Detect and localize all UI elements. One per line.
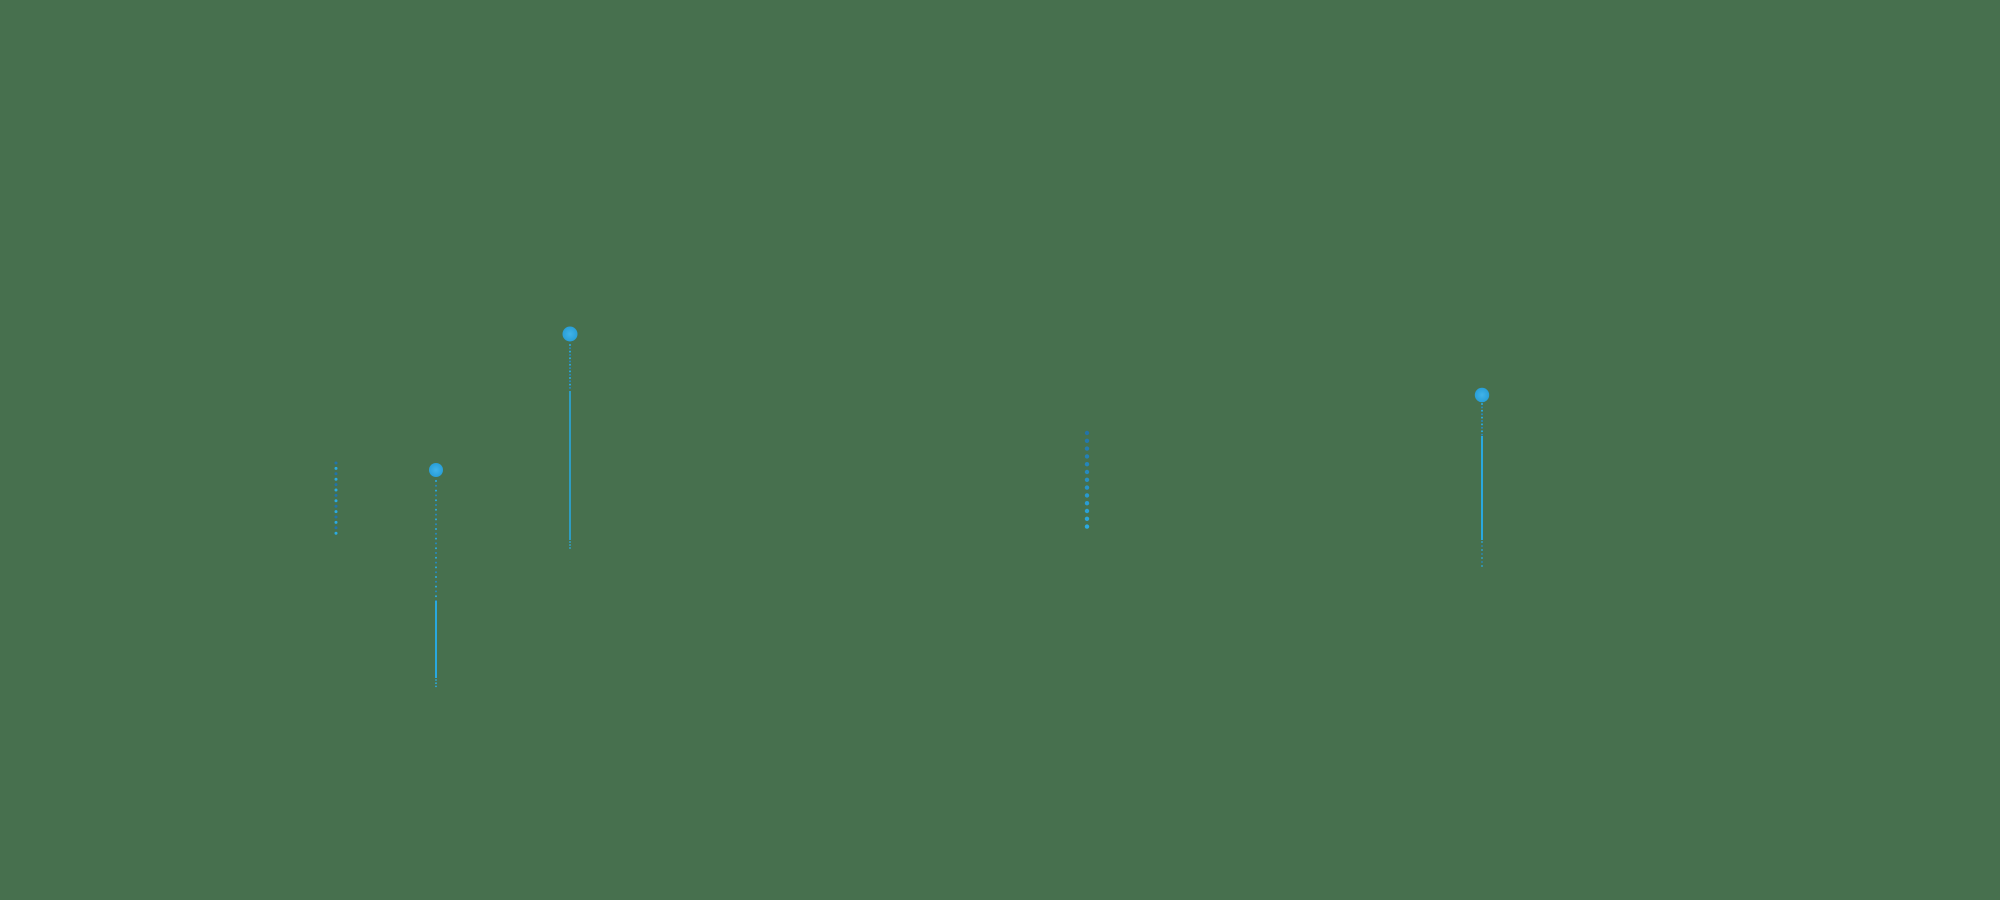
particle-pin-3-head [1474, 387, 1490, 403]
particle-pin-3-trail-dot [1481, 409, 1483, 412]
particle-pin-1-trail-dot [435, 523, 437, 526]
particle-pin-2 [562, 326, 578, 549]
particle-dotted-trail-1-trail-dot [334, 499, 338, 503]
particle-pin-2-trail-dot [569, 373, 571, 376]
particle-dotted-trail-2-trail-dot [1084, 485, 1090, 490]
particle-pin-1-trail-dot [435, 508, 437, 511]
particle-dotted-trail-1-trail-dot [334, 526, 338, 530]
particle-pin-1-trail-dot [435, 585, 437, 588]
particle-pin-3-trail-dot [1481, 433, 1483, 436]
particle-pin-2-trail-dot [569, 353, 571, 356]
particle-pin-3-trail-dot [1481, 426, 1483, 429]
particle-pin-3-trail-dot [1481, 565, 1483, 567]
particle-dotted-trail-2-trail-dot [1084, 430, 1090, 436]
particle-pin-1-trail-dot [435, 590, 437, 593]
particle-pin-3-trail-dot [1481, 557, 1483, 559]
particle-dotted-trail-2-trail-dot [1084, 516, 1090, 521]
particle-pin-2-trail-dot [569, 367, 571, 370]
particle-pin-1-trail-dot [435, 518, 437, 521]
particle-pin-2-trail-dot [569, 386, 571, 389]
particle-pin-1-trail-dot [435, 504, 437, 506]
particle-pin-1-trail-dot [435, 537, 437, 540]
particle-pin-2-trail-dot [569, 541, 571, 543]
particle-pin-1-trail-dot [435, 480, 437, 482]
particle-pin-2-trail-dot [569, 350, 571, 353]
particle-pin-3-trail-dot [1481, 549, 1483, 551]
particle-pin-1 [429, 463, 443, 688]
particle-pin-1-trail-dot [435, 547, 437, 550]
particle-pin-1-trail-dot [435, 580, 437, 583]
particle-pin-3-trail-dot [1481, 430, 1483, 433]
particle-pin-1-trail-dot [435, 513, 437, 516]
particle-pin-2-trail-dot [569, 347, 571, 350]
particle-dotted-trail-2-trail-dot [1084, 493, 1090, 498]
particle-pin-3-trail-dot [1481, 403, 1483, 405]
particle-dotted-trail-2-trail-dot [1084, 446, 1090, 451]
particle-dotted-trail-1-trail-dot [334, 504, 338, 508]
particle-dotted-trail-1-trail-dot [334, 515, 338, 519]
particle-dotted-trail-1 [334, 461, 338, 535]
particle-pin-2-trail-dot [569, 357, 571, 360]
particle-pin-2-trail-dot [569, 377, 571, 379]
particle-pin-3-trail-dot [1481, 416, 1483, 419]
particle-pin-1-trail-dot [435, 494, 437, 497]
particle-pin-3-trail-dot [1481, 561, 1483, 563]
particle-dotted-trail-2-trail-dot [1084, 477, 1090, 482]
particle-pin-3-trail-dot [1481, 413, 1483, 416]
particle-pin-1-trail-dot [435, 595, 437, 598]
particle-pin-1-trail-dot [435, 489, 437, 492]
particle-pin-1-trail-dot [435, 571, 437, 574]
particle-dotted-trail-1-trail-dot [334, 483, 338, 487]
particle-pin-1-trail-dot [435, 542, 437, 545]
particle-dotted-trail-1-trail-dot [334, 466, 338, 470]
particle-pin-3-trail-dot [1481, 545, 1483, 547]
particle-pin-2-trail-dot [569, 544, 571, 546]
particle-pin-1-trail-dot [435, 561, 437, 564]
particle-pin-1-trail-dot [435, 679, 437, 681]
particle-dotted-trail-2-trail-dot [1084, 508, 1090, 514]
particle-pin-1-trail-dot [435, 499, 437, 502]
particle-dotted-trail-1-trail-dot [334, 461, 338, 465]
particle-pin-1-trail-dot [435, 556, 437, 559]
particle-dotted-trail-2-trail-dot [1084, 469, 1090, 475]
particle-pin-1-trail-dot [435, 682, 437, 685]
particle-dotted-trail-1-trail-dot [334, 531, 338, 535]
particle-pin-1-trail-dot [435, 532, 437, 535]
particle-pin-3 [1474, 387, 1490, 567]
particle-pin-3-trail-dot [1481, 420, 1483, 422]
particle-dotted-trail-1-trail-dot [334, 520, 338, 524]
particle-pin-2-trail-dot [569, 547, 571, 549]
particle-dotted-trail-1-trail-dot [334, 472, 338, 476]
particle-pin-1-trail-dot [435, 685, 437, 688]
particle-pin-1-trail-dot [435, 528, 437, 530]
particle-pin-2-trail-dot [569, 370, 571, 373]
particle-pin-2-trail-dot [569, 360, 571, 363]
particle-dotted-trail-2-trail-dot [1084, 501, 1090, 506]
particle-pin-1-trail-dot [435, 552, 437, 554]
particle-dotted-trail-2-trail-dot [1084, 438, 1090, 443]
particle-pin-1-trail-dot [435, 484, 437, 487]
particle-pin-3-trail-dot [1481, 406, 1483, 409]
particle-dotted-trail-1-trail-dot [334, 510, 338, 514]
particle-pin-1-trail-dot [435, 566, 437, 569]
particle-pin-3-trail-dot [1481, 553, 1483, 555]
particle-pin-2-trail-dot [569, 344, 571, 346]
particle-pin-3-trail-dot [1481, 541, 1483, 543]
particle-dotted-trail-1-trail-dot [334, 477, 338, 481]
particle-dotted-trail-2-trail-dot [1084, 462, 1090, 467]
particle-dotted-trail-2 [1084, 430, 1090, 529]
particle-pin-1-trail-dot [435, 576, 437, 578]
particle-pin-2-trail-dot [569, 383, 571, 386]
particle-dotted-trail-2-trail-dot [1084, 454, 1090, 459]
particle-pin-3-trail-dot [1481, 423, 1483, 426]
particle-pin-1-head [429, 463, 443, 477]
particle-dotted-trail-2-trail-dot [1084, 524, 1090, 529]
particle-pin-2-trail-dot [569, 380, 571, 383]
particle-pin-2-trail-dot [569, 363, 571, 366]
particle-dotted-trail-1-trail-dot [334, 493, 338, 497]
particle-dotted-trail-1-trail-dot [334, 488, 338, 492]
particle-pin-2-head [562, 326, 578, 342]
